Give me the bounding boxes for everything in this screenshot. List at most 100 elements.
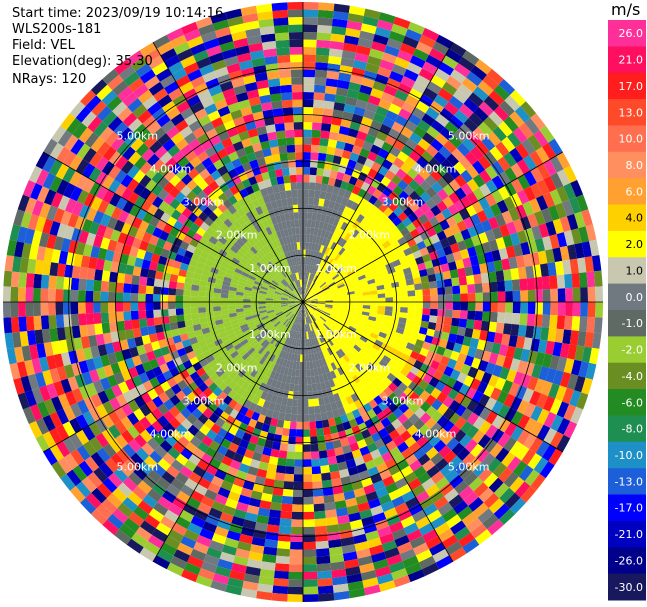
velocity-gate (466, 425, 479, 439)
velocity-gate (31, 387, 44, 405)
velocity-gate (163, 410, 175, 423)
velocity-gate (251, 411, 260, 421)
velocity-gate (330, 312, 338, 318)
velocity-gate (289, 549, 303, 558)
velocity-gate (576, 194, 589, 212)
velocity-gate (219, 411, 230, 422)
velocity-gate (372, 480, 386, 492)
velocity-gate (303, 294, 305, 302)
velocity-gate (404, 156, 417, 168)
velocity-gate (333, 300, 341, 302)
velocity-gate (348, 81, 362, 92)
velocity-gate (202, 521, 217, 534)
velocity-gate (324, 348, 331, 357)
velocity-gate (123, 283, 132, 293)
velocity-gate (220, 293, 229, 299)
velocity-gate (417, 138, 431, 151)
velocity-gate (343, 320, 351, 326)
velocity-gate (478, 121, 493, 137)
velocity-gate (416, 435, 429, 448)
velocity-gate (407, 569, 425, 583)
velocity-gate (426, 509, 442, 523)
velocity-gate (382, 217, 393, 227)
velocity-gate (527, 453, 542, 470)
velocity-gate (486, 131, 502, 147)
velocity-gate (36, 401, 50, 418)
velocity-gate (198, 312, 207, 319)
velocity-gate (405, 138, 418, 151)
velocity-gate (443, 227, 454, 238)
velocity-gate (373, 218, 383, 228)
velocity-gate (428, 315, 438, 324)
velocity-gate (292, 99, 303, 108)
velocity-gate (135, 447, 150, 462)
velocity-gate (386, 180, 398, 192)
velocity-gate (138, 276, 148, 286)
velocity-gate (319, 190, 327, 200)
velocity-gate (77, 302, 86, 314)
velocity-gate (309, 265, 313, 273)
velocity-gate (486, 331, 496, 343)
velocity-gate (288, 383, 295, 392)
velocity-gate (235, 548, 250, 559)
velocity-gate (313, 243, 319, 252)
velocity-gate (57, 457, 73, 474)
velocity-gate (397, 82, 412, 95)
velocity-gate (353, 487, 366, 498)
velocity-gate (121, 403, 134, 417)
velocity-gate (273, 320, 281, 328)
velocity-gate (288, 303, 296, 307)
velocity-gate (458, 56, 475, 72)
velocity-gate (252, 352, 261, 361)
velocity-gate (425, 144, 439, 158)
range-ring-label: 5.00km (117, 461, 159, 474)
velocity-gate (357, 257, 366, 266)
velocity-gate (338, 72, 352, 82)
velocity-gate (303, 159, 311, 168)
velocity-gate (40, 288, 49, 302)
velocity-gate (372, 405, 383, 416)
velocity-gate (279, 316, 287, 323)
velocity-gate (170, 459, 184, 472)
velocity-gate (485, 229, 496, 242)
velocity-gate (460, 421, 473, 435)
velocity-gate (422, 61, 438, 75)
velocity-gate (445, 302, 454, 310)
velocity-gate (380, 269, 389, 277)
velocity-gate (323, 341, 330, 349)
velocity-gate (329, 553, 345, 564)
velocity-gate (308, 338, 313, 347)
velocity-gate (462, 257, 472, 268)
velocity-gate (277, 62, 291, 71)
velocity-gate (213, 292, 221, 298)
velocity-gate (397, 509, 412, 522)
velocity-gate (318, 221, 325, 230)
velocity-gate (443, 348, 453, 359)
velocity-gate (328, 394, 336, 404)
velocity-gate (326, 319, 334, 326)
velocity-gate (231, 339, 241, 347)
velocity-gate (276, 130, 286, 139)
velocity-gate (478, 487, 494, 503)
velocity-gate (495, 270, 505, 282)
velocity-gate (400, 227, 410, 237)
velocity-gate (314, 310, 322, 317)
velocity-gate (261, 367, 269, 376)
velocity-gate (391, 174, 403, 186)
velocity-gate (305, 279, 308, 288)
velocity-gate (80, 497, 97, 515)
velocity-gate (360, 317, 369, 323)
velocity-gate (355, 295, 363, 300)
velocity-gate (303, 24, 318, 33)
velocity-gate (287, 443, 296, 452)
velocity-gate (357, 501, 371, 513)
velocity-gate (368, 316, 377, 322)
velocity-gate (477, 80, 494, 96)
velocity-gate (384, 363, 394, 373)
velocity-gate (440, 237, 450, 249)
velocity-gate (145, 285, 154, 295)
velocity-gate (212, 396, 223, 407)
velocity-gate (351, 334, 360, 342)
velocity-gate (356, 213, 365, 224)
velocity-gate (181, 569, 199, 583)
